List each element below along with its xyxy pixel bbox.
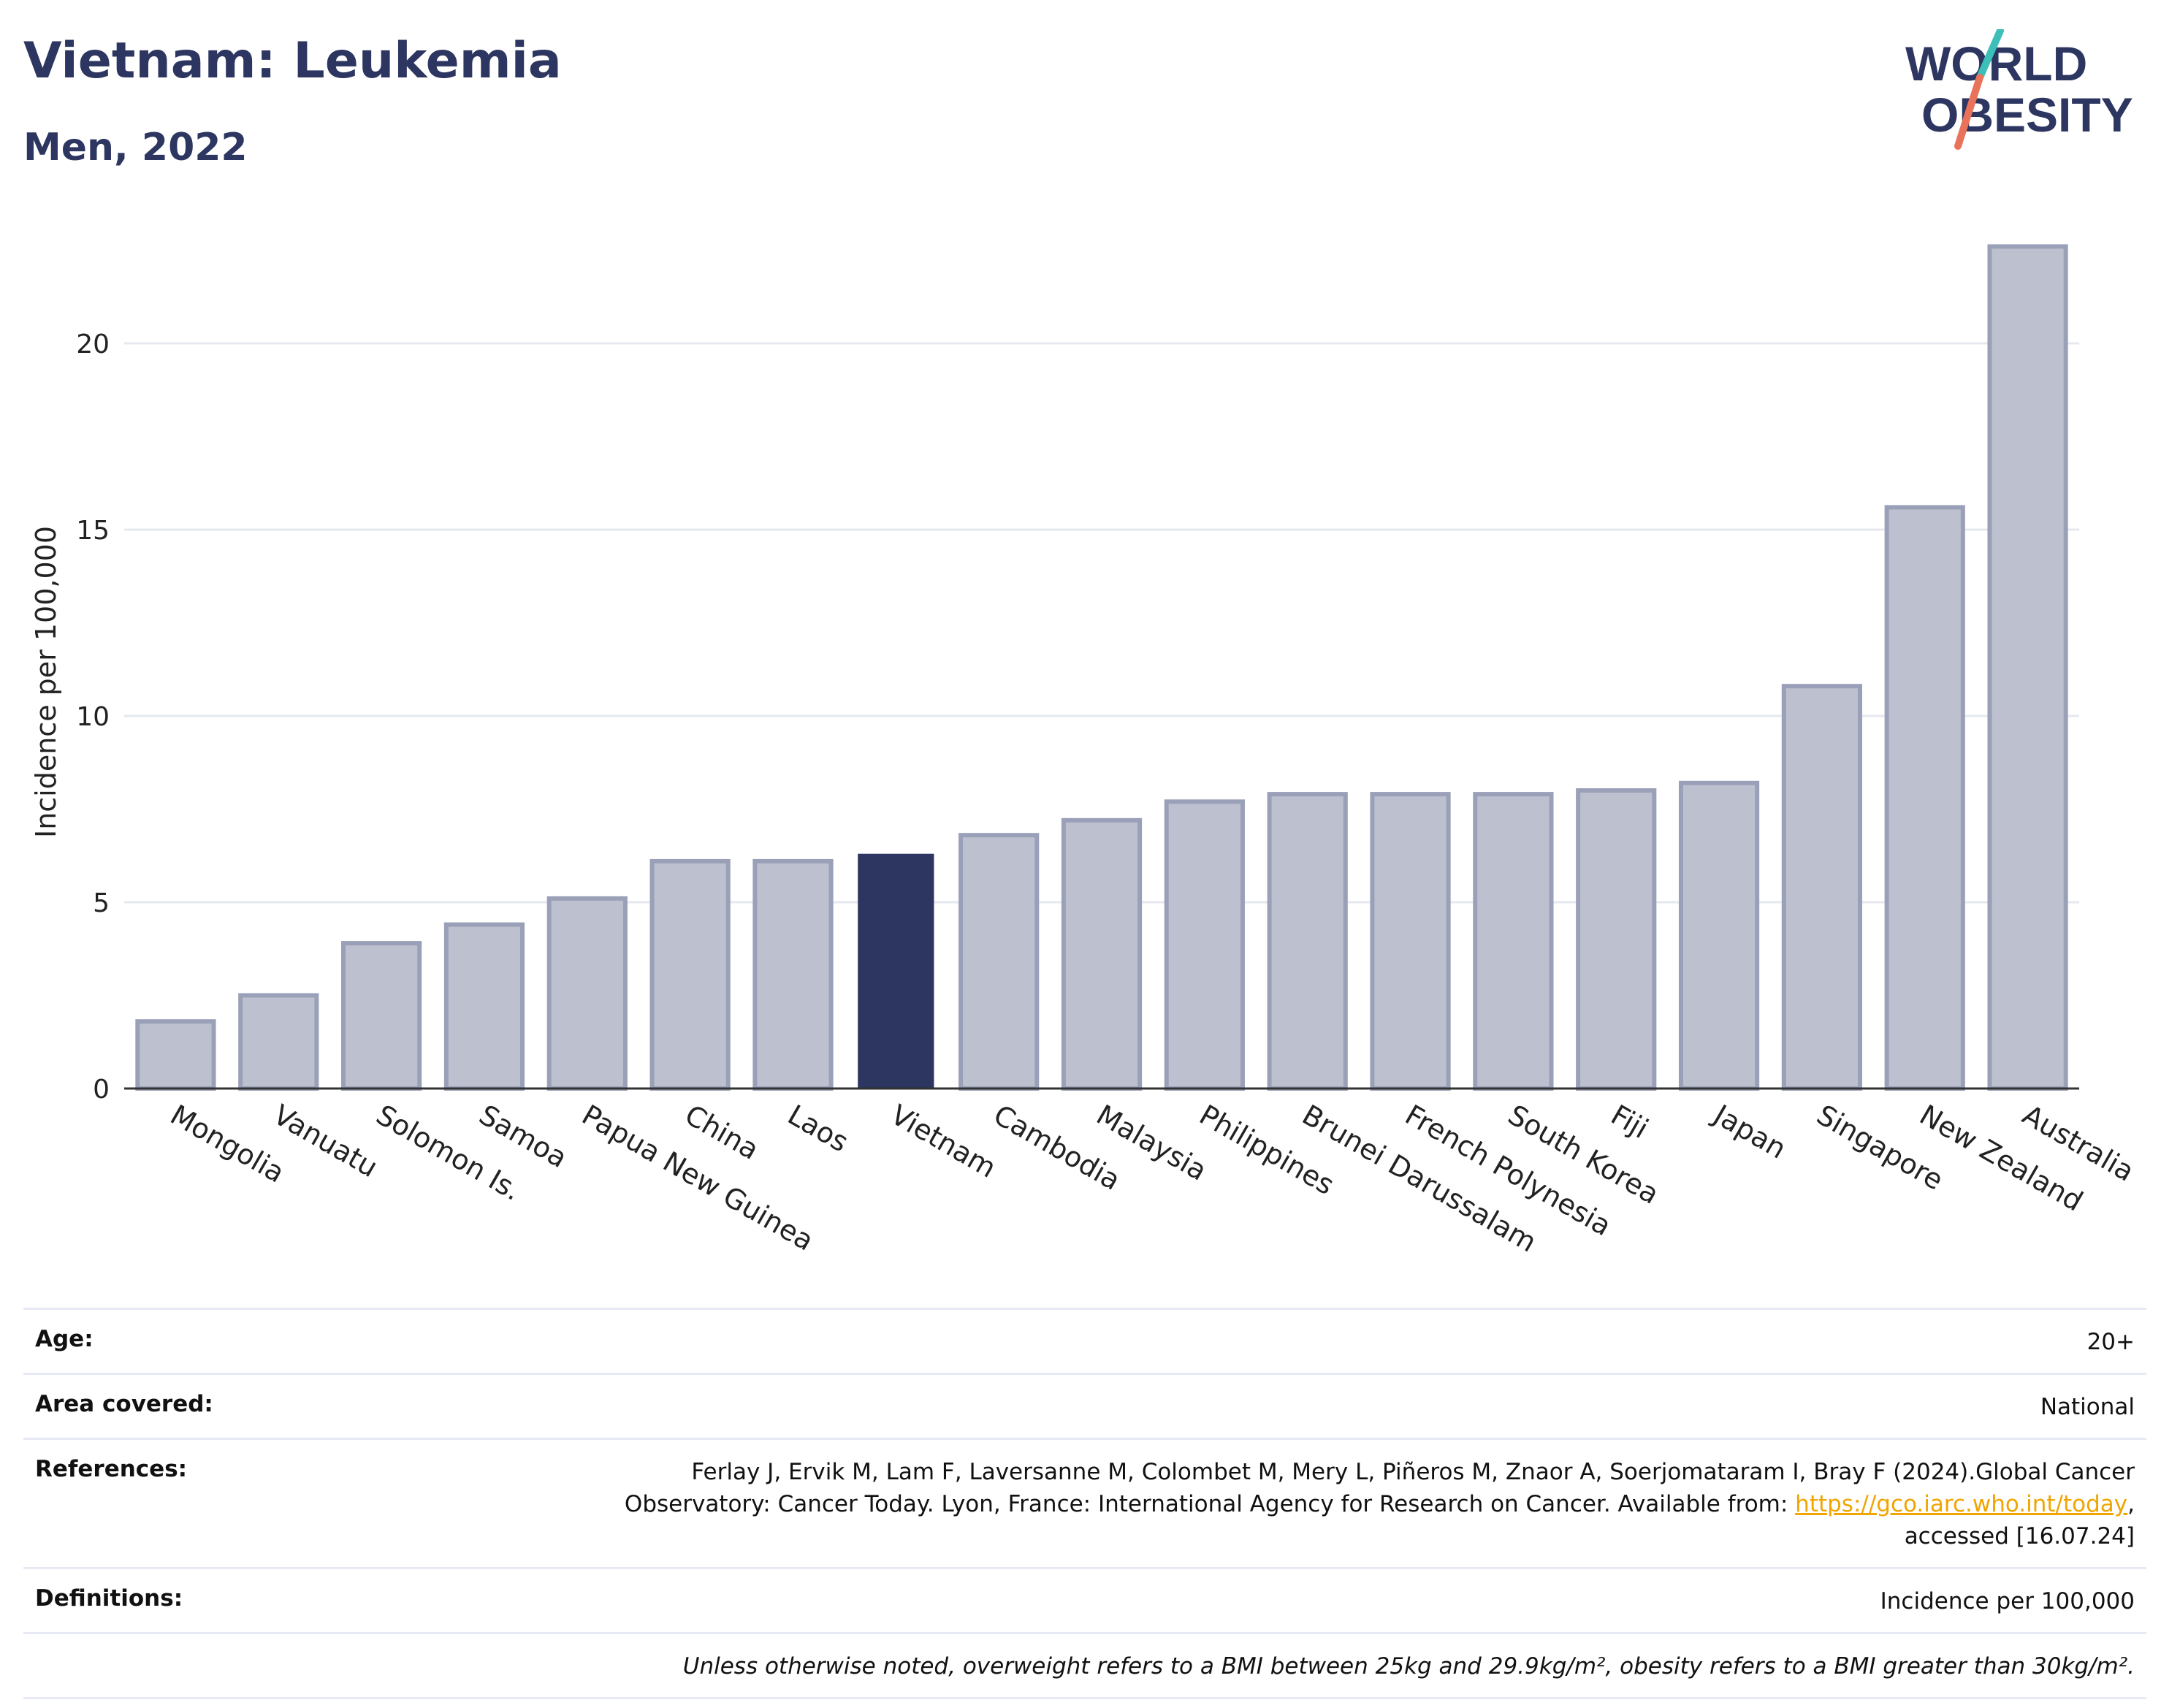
x-tick-label: Vietnam <box>885 1099 1002 1184</box>
info-table: Age: 20+ Area covered: National Referenc… <box>23 1308 2146 1699</box>
y-tick-label: 0 <box>93 1075 110 1105</box>
world-obesity-logo: WORLD OBESITY <box>1905 29 2133 150</box>
y-tick-label: 10 <box>76 702 110 732</box>
logo-slash-teal <box>1976 29 2004 81</box>
age-label: Age: <box>35 1326 94 1352</box>
bar-papua-new-guinea <box>546 896 628 1091</box>
references-text: Ferlay J, Ervik M, Lam F, Laversanne M, … <box>624 1459 2135 1517</box>
area-value: National <box>2040 1394 2135 1420</box>
info-row-note: Unless otherwise noted, overweight refer… <box>23 1632 2146 1699</box>
references-suffix: , accessed [16.07.24] <box>1904 1491 2135 1549</box>
bar-mongolia <box>135 1019 216 1091</box>
area-label: Area covered: <box>35 1391 213 1417</box>
bar-laos <box>752 858 834 1091</box>
bar-vietnam <box>858 853 934 1089</box>
y-axis-title: Incidence per 100,000 <box>30 526 62 838</box>
page-title: Vietnam: Leukemia <box>23 32 562 90</box>
definitions-label: Definitions: <box>35 1585 183 1612</box>
info-row-definitions: Definitions: Incidence per 100,000 <box>23 1567 2146 1632</box>
x-tick-label: Mongolia <box>165 1099 290 1189</box>
bar-singapore <box>1781 684 1863 1091</box>
definitions-value: Incidence per 100,000 <box>1880 1588 2135 1614</box>
x-tick-label: Laos <box>782 1099 854 1159</box>
bar-french-polynesia <box>1370 792 1451 1091</box>
y-tick-label: 15 <box>76 516 110 546</box>
bar-new-zealand <box>1884 505 1965 1091</box>
age-value: 20+ <box>2086 1329 2135 1355</box>
bar-fiji <box>1576 788 1657 1091</box>
bar-japan <box>1678 780 1760 1091</box>
logo-slash-coral <box>1954 74 1983 150</box>
bar-cambodia <box>958 833 1040 1091</box>
bar-brunei-darussalam <box>1267 792 1348 1091</box>
y-tick-label: 5 <box>93 888 110 918</box>
y-tick-label: 20 <box>76 329 110 359</box>
info-row-references: References: Ferlay J, Ervik M, Lam F, La… <box>23 1438 2146 1567</box>
bar-chart: 0 5 10 15 20 Incidence per 100,000 MongoliaVan… <box>30 244 2140 1259</box>
bmi-note: Unless otherwise noted, overweight refer… <box>682 1653 2135 1680</box>
bar-samoa <box>443 922 525 1091</box>
logo-text-obesity: OBESITY <box>1921 88 2133 142</box>
references-link[interactable]: https://gco.iarc.who.int/today <box>1795 1491 2128 1517</box>
bar-china <box>649 858 731 1091</box>
bar-solomon-is- <box>340 941 422 1091</box>
bar-australia <box>1987 244 2068 1091</box>
references-label: References: <box>35 1456 188 1482</box>
bar-vanuatu <box>238 993 319 1091</box>
x-tick-label: Fiji <box>1606 1099 1654 1145</box>
bar-malaysia <box>1061 817 1143 1091</box>
references-value: Ferlay J, Ervik M, Lam F, Laversanne M, … <box>615 1456 2135 1552</box>
x-tick-label: Vanuatu <box>268 1099 384 1183</box>
bar-philippines <box>1164 799 1245 1091</box>
info-row-age: Age: 20+ <box>23 1308 2146 1373</box>
x-tick-label: Japan <box>1707 1098 1792 1165</box>
page-subtitle: Men, 2022 <box>23 126 248 169</box>
bar-south-korea <box>1473 792 1554 1091</box>
info-row-area: Area covered: National <box>23 1373 2146 1438</box>
